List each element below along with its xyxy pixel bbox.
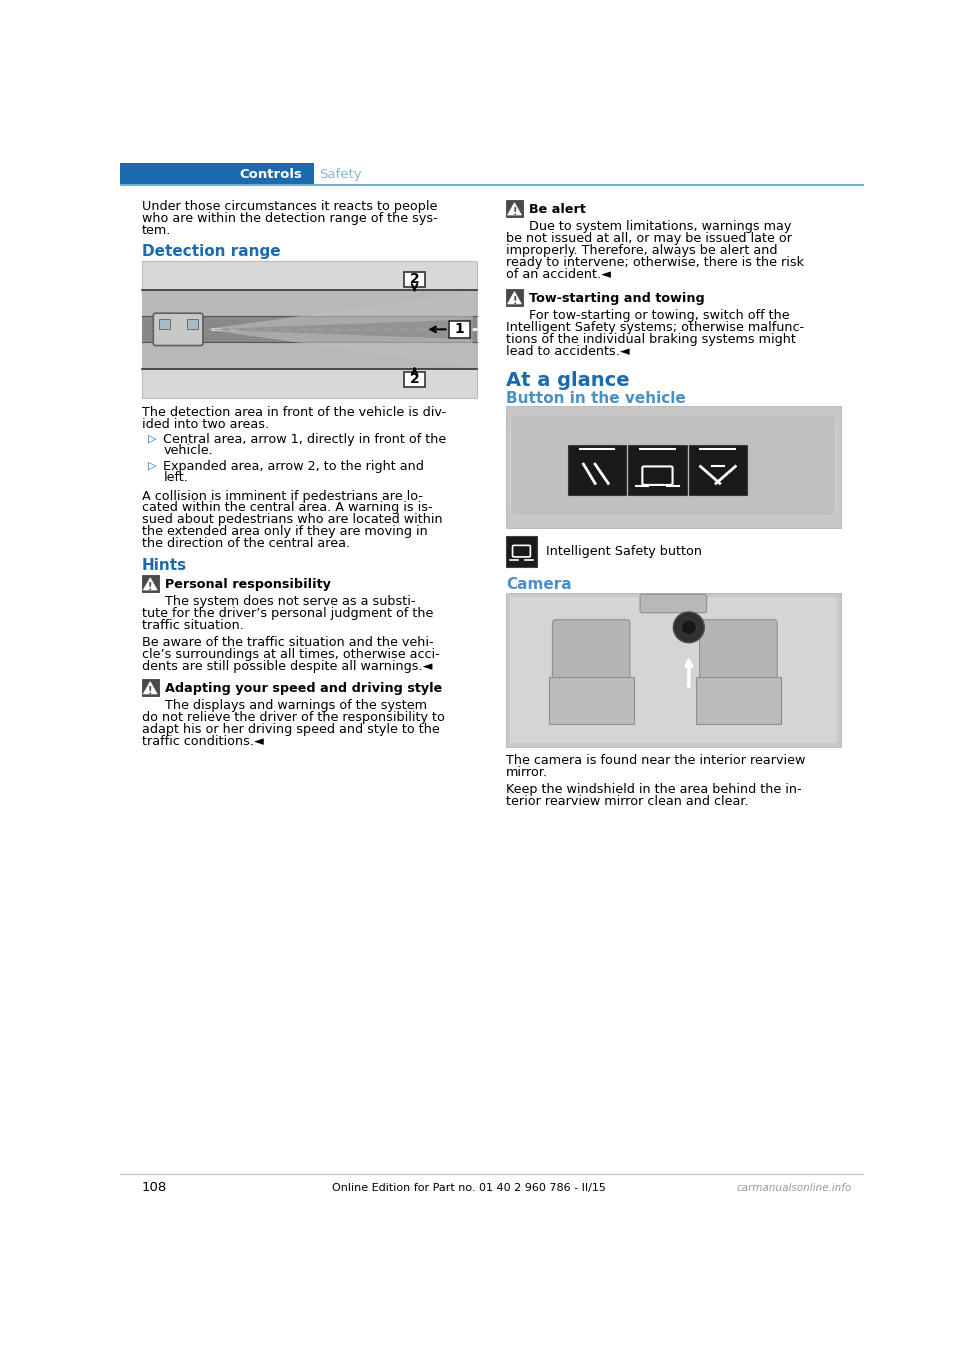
Bar xyxy=(548,677,634,723)
Polygon shape xyxy=(143,681,157,695)
Text: 2: 2 xyxy=(410,272,420,286)
Text: vehicle.: vehicle. xyxy=(163,444,213,458)
Text: Under those circumstances it reacts to people: Under those circumstances it reacts to p… xyxy=(142,200,437,214)
Text: !: ! xyxy=(148,686,153,696)
Bar xyxy=(506,592,841,746)
Bar xyxy=(510,597,837,742)
Polygon shape xyxy=(508,291,521,304)
Circle shape xyxy=(681,620,697,635)
Text: Tow-starting and towing: Tow-starting and towing xyxy=(529,293,705,305)
Text: 108: 108 xyxy=(142,1181,167,1194)
Text: !: ! xyxy=(148,582,153,592)
Bar xyxy=(629,445,686,494)
Text: For tow-starting or towing, switch off the: For tow-starting or towing, switch off t… xyxy=(529,309,790,323)
Polygon shape xyxy=(205,319,472,339)
Bar xyxy=(448,321,470,338)
Bar xyxy=(158,319,170,328)
Text: traffic situation.: traffic situation. xyxy=(142,620,244,632)
Text: Hints: Hints xyxy=(142,558,187,573)
Text: Controls: Controls xyxy=(240,168,302,181)
Text: Detection range: Detection range xyxy=(142,244,280,259)
Polygon shape xyxy=(508,203,521,215)
FancyBboxPatch shape xyxy=(640,594,707,613)
Text: Due to system limitations, warnings may: Due to system limitations, warnings may xyxy=(529,221,792,233)
FancyBboxPatch shape xyxy=(552,620,630,685)
Text: left.: left. xyxy=(163,471,188,485)
FancyBboxPatch shape xyxy=(700,620,778,685)
Text: the direction of the central area.: the direction of the central area. xyxy=(142,537,349,550)
FancyBboxPatch shape xyxy=(154,313,203,346)
Text: Expanded area, arrow 2, to the right and: Expanded area, arrow 2, to the right and xyxy=(163,459,424,473)
Text: !: ! xyxy=(513,207,516,217)
Text: adapt his or her driving speed and style to the: adapt his or her driving speed and style… xyxy=(142,723,440,737)
Text: The system does not serve as a substi-: The system does not serve as a substi- xyxy=(165,595,416,609)
Text: cated within the central area. A warning is is-: cated within the central area. A warning… xyxy=(142,501,432,515)
Text: Button in the vehicle: Button in the vehicle xyxy=(506,391,685,406)
Bar xyxy=(510,425,837,509)
Bar xyxy=(404,271,424,287)
Text: ▷: ▷ xyxy=(148,433,156,443)
Text: tute for the driver’s personal judgment of the: tute for the driver’s personal judgment … xyxy=(142,607,433,620)
Bar xyxy=(120,163,314,185)
Text: dents are still possible despite all warnings.◄: dents are still possible despite all war… xyxy=(142,659,432,673)
Text: terior rearview mirror clean and clear.: terior rearview mirror clean and clear. xyxy=(506,795,749,808)
Bar xyxy=(142,316,476,342)
Text: do not relieve the driver of the responsibility to: do not relieve the driver of the respons… xyxy=(142,711,444,725)
Text: The camera is found near the interior rearview: The camera is found near the interior re… xyxy=(506,755,805,767)
Text: improperly. Therefore, always be alert and: improperly. Therefore, always be alert a… xyxy=(506,244,778,257)
Text: be not issued at all, or may be issued late or: be not issued at all, or may be issued l… xyxy=(506,233,792,245)
Text: Online Edition for Part no. 01 40 2 960 786 - II/15: Online Edition for Part no. 01 40 2 960 … xyxy=(332,1182,606,1193)
Bar xyxy=(506,200,523,218)
Text: traffic conditions.◄: traffic conditions.◄ xyxy=(142,735,263,748)
Text: Camera: Camera xyxy=(506,577,571,592)
Text: tions of the individual braking systems might: tions of the individual braking systems … xyxy=(506,334,796,346)
Bar xyxy=(506,289,523,306)
Bar xyxy=(568,445,626,494)
Text: cle’s surroundings at all times, otherwise acci-: cle’s surroundings at all times, otherwi… xyxy=(142,648,440,661)
Text: Be aware of the traffic situation and the vehi-: Be aware of the traffic situation and th… xyxy=(142,636,433,648)
Text: !: ! xyxy=(513,296,516,306)
FancyBboxPatch shape xyxy=(512,415,835,515)
Text: sued about pedestrians who are located within: sued about pedestrians who are located w… xyxy=(142,513,443,526)
Polygon shape xyxy=(143,577,157,590)
Text: The displays and warnings of the system: The displays and warnings of the system xyxy=(165,699,427,712)
Bar xyxy=(142,680,158,696)
Polygon shape xyxy=(205,291,472,368)
Text: At a glance: At a glance xyxy=(506,370,630,390)
Text: lead to accidents.◄: lead to accidents.◄ xyxy=(506,345,630,358)
Bar xyxy=(142,342,476,369)
Text: Central area, arrow 1, directly in front of the: Central area, arrow 1, directly in front… xyxy=(163,433,446,445)
Text: 1: 1 xyxy=(455,323,465,336)
Bar xyxy=(506,406,841,528)
Text: ▷: ▷ xyxy=(148,460,156,470)
Text: Be alert: Be alert xyxy=(529,203,586,217)
Text: A collision is imminent if pedestrians are lo-: A collision is imminent if pedestrians a… xyxy=(142,489,422,503)
Bar xyxy=(142,575,158,592)
Bar xyxy=(506,535,537,567)
Text: Personal responsibility: Personal responsibility xyxy=(165,579,331,591)
Text: Safety: Safety xyxy=(320,168,362,181)
Text: mirror.: mirror. xyxy=(506,767,548,779)
Text: Intelligent Safety systems; otherwise malfunc-: Intelligent Safety systems; otherwise ma… xyxy=(506,321,804,334)
Bar xyxy=(689,445,747,494)
Bar xyxy=(142,262,476,398)
Text: carmanualsonline.info: carmanualsonline.info xyxy=(736,1182,852,1193)
Circle shape xyxy=(673,612,705,643)
Text: tem.: tem. xyxy=(142,225,171,237)
Text: the extended area only if they are moving in: the extended area only if they are movin… xyxy=(142,526,427,538)
Bar xyxy=(142,290,476,316)
Text: 2: 2 xyxy=(410,372,420,387)
Text: The detection area in front of the vehicle is div-: The detection area in front of the vehic… xyxy=(142,406,445,418)
Text: of an accident.◄: of an accident.◄ xyxy=(506,268,611,281)
Text: Keep the windshield in the area behind the in-: Keep the windshield in the area behind t… xyxy=(506,783,802,795)
Text: ready to intervene; otherwise, there is the risk: ready to intervene; otherwise, there is … xyxy=(506,256,804,270)
Bar xyxy=(404,372,424,387)
Text: ided into two areas.: ided into two areas. xyxy=(142,418,269,430)
Bar xyxy=(186,319,198,328)
Text: Adapting your speed and driving style: Adapting your speed and driving style xyxy=(165,682,443,696)
Bar xyxy=(696,677,781,723)
Text: Intelligent Safety button: Intelligent Safety button xyxy=(546,545,703,558)
Text: who are within the detection range of the sys-: who are within the detection range of th… xyxy=(142,212,438,225)
